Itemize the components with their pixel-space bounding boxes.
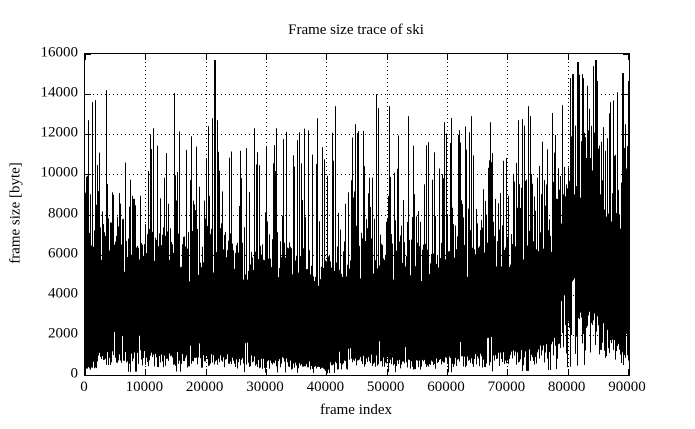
x-axis-label: frame index [319, 402, 393, 418]
x-tick-label: 60000 [427, 379, 465, 395]
y-tick-label: 4000 [48, 285, 78, 302]
x-tick-label: 10000 [125, 379, 164, 395]
x-tick-label: 20000 [185, 379, 224, 395]
x-tick-label: 40000 [306, 379, 345, 395]
x-tick-label: 30000 [246, 379, 284, 395]
x-tick-label: 80000 [547, 379, 586, 395]
y-tick-label: 2000 [48, 325, 78, 342]
y-tick-label: 14000 [40, 84, 79, 101]
chart-title: Frame size trace of ski [288, 22, 424, 38]
x-tick-label: 70000 [487, 379, 526, 395]
y-tick-label: 8000 [48, 205, 78, 221]
x-tick-label: 90000 [608, 379, 646, 395]
y-tick-label: 0 [70, 365, 79, 382]
plot-area [84, 53, 630, 376]
y-tick-label: 12000 [40, 124, 79, 141]
y-tick-label: 6000 [48, 245, 78, 262]
y-tick-label: 16000 [40, 44, 79, 61]
plot-canvas [85, 54, 629, 375]
x-tick-labels: 0 10000 20000 30000 40000 50000 60000 70000 8000… [80, 379, 646, 397]
x-tick-label: 0 [80, 379, 88, 395]
y-tick-label: 10000 [40, 164, 79, 181]
x-tick-label: 50000 [366, 379, 405, 395]
y-tick-labels: 0 2000 4000 6000 8000 10000 12000 14000 16000 [0, 45, 79, 382]
